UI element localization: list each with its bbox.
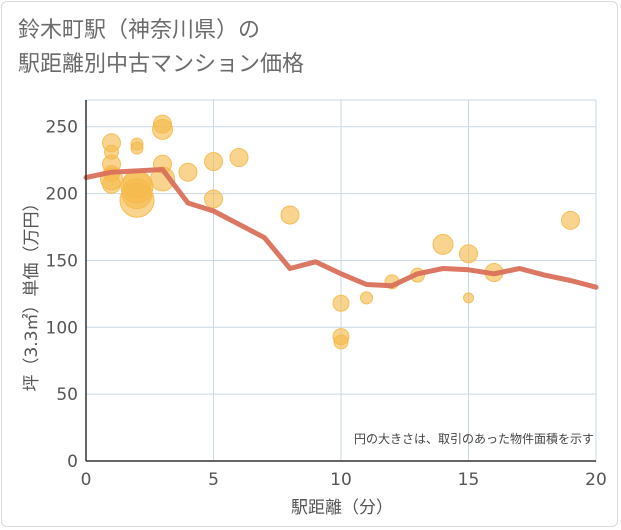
average-price-line: [83, 167, 599, 290]
x-tick-label: 5: [208, 470, 219, 490]
bubble-point: [130, 141, 144, 155]
bubble-point: [122, 169, 152, 199]
y-tick-label: 250: [46, 118, 78, 138]
y-tick-label: 200: [46, 185, 78, 205]
x-tick-label: 15: [458, 470, 480, 490]
bubble-point: [332, 294, 350, 312]
bubble-point: [360, 291, 373, 305]
x-tick-label: 0: [81, 470, 92, 490]
bubble-point: [459, 244, 478, 264]
axis-layer: 0 50 100 150 200 250 0 5 10 15 20: [46, 100, 607, 490]
y-tick-label: 150: [46, 251, 78, 271]
bubble-point: [204, 189, 223, 209]
y-tick-label: 50: [56, 385, 78, 405]
y-tick-label: 100: [46, 318, 78, 338]
bubble-layer: [100, 114, 580, 350]
bubble-point: [561, 210, 580, 230]
y-axis-title: 坪（3.3㎡）単価（万円）: [22, 194, 42, 391]
bubble-point: [104, 144, 119, 160]
bubble-point: [432, 233, 454, 255]
bubble-point: [280, 205, 300, 225]
chart-title-line2: 駅距離別中古マンション価格: [18, 52, 305, 77]
bubble-size-note: 円の大きさは、取引のあった物件面積を示す: [354, 431, 594, 446]
bubble-point: [333, 334, 349, 350]
line-layer: [83, 167, 599, 290]
bubble-point: [204, 152, 223, 172]
bubble-point: [229, 147, 249, 167]
bubble-point: [178, 162, 198, 182]
x-axis-title: 駅距離（分）: [291, 498, 393, 518]
chart-title: 鈴木町駅（神奈川県）の 駅距離別中古マンション価格: [18, 14, 304, 82]
x-tick-label: 10: [330, 470, 352, 490]
x-tick-label: 20: [585, 470, 607, 490]
chart-title-line1: 鈴木町駅（神奈川県）の: [18, 18, 261, 43]
y-tick-label: 0: [67, 452, 78, 472]
bubble-point: [153, 114, 172, 134]
bubble-point: [463, 292, 474, 304]
grid-layer: [85, 99, 597, 462]
